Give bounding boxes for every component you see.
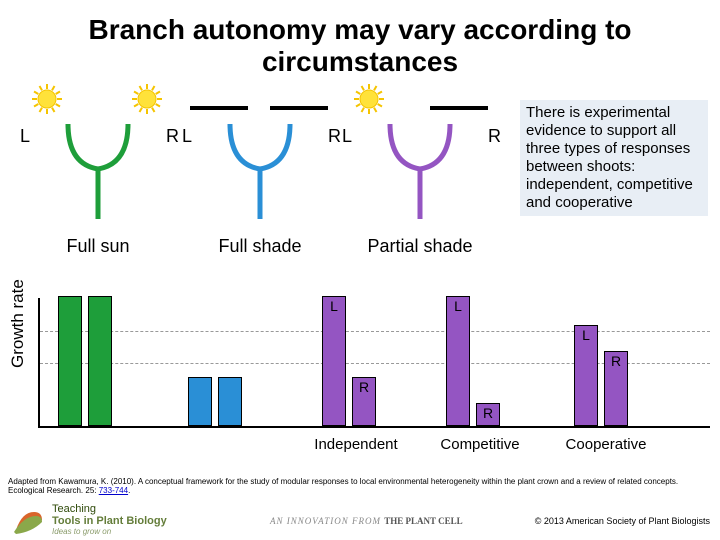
shade-bar — [270, 106, 328, 110]
plant-icon — [210, 114, 310, 224]
growth-chart: Growth rate LRLRLR IndependentCompetitiv… — [0, 298, 720, 468]
bar-label: L — [574, 327, 598, 343]
plant-2: LR Partial shade — [350, 84, 490, 234]
footer: Teaching Tools in Plant Biology Ideas to… — [0, 502, 720, 540]
leaf-icon — [12, 506, 46, 536]
l-label: L — [182, 126, 192, 147]
chart-area: LRLRLR — [38, 298, 710, 428]
gridline — [40, 331, 710, 332]
sun-icon — [354, 84, 384, 114]
innovation-text: AN INNOVATION FROM THE PLANT CELL — [270, 516, 463, 526]
plant-icon — [48, 114, 148, 224]
plant-0: LR Full sun — [28, 84, 168, 234]
shade-bar — [430, 106, 488, 110]
l-label: L — [342, 126, 352, 147]
r-label: R — [488, 126, 501, 147]
sun-icon — [132, 84, 162, 114]
citation: Adapted from Kawamura, K. (2010). A conc… — [8, 478, 712, 496]
l-label: L — [20, 126, 30, 147]
innovation-brand: THE PLANT CELL — [384, 516, 462, 526]
bar-comp-L — [446, 296, 470, 426]
y-axis-label: Growth rate — [8, 279, 28, 368]
r-label: R — [328, 126, 341, 147]
citation-link[interactable]: 733-744 — [99, 486, 128, 495]
group-label: Independent — [306, 436, 406, 453]
slide-title: Branch autonomy may vary according to ci… — [0, 0, 720, 84]
plant-1: LR Full shade — [190, 84, 330, 234]
logo-text: Teaching Tools in Plant Biology Ideas to… — [52, 504, 167, 538]
bar-fullshade-R — [218, 377, 242, 426]
bar-indep-L — [322, 296, 346, 426]
bar-label: L — [322, 298, 346, 314]
plant-caption: Full shade — [190, 236, 330, 257]
bar-fullsun-L — [58, 296, 82, 426]
r-label: R — [166, 126, 179, 147]
shade-bar — [190, 106, 248, 110]
copyright: © 2013 American Society of Plant Biologi… — [535, 516, 710, 526]
bar-fullshade-L — [188, 377, 212, 426]
evidence-text: There is experimental evidence to suppor… — [520, 100, 708, 216]
bar-fullsun-R — [88, 296, 112, 426]
plant-icon — [370, 114, 470, 224]
logo-line1: Teaching — [52, 503, 96, 515]
plant-caption: Partial shade — [350, 236, 490, 257]
innovation-prefix: AN INNOVATION FROM — [270, 516, 384, 526]
group-label: Cooperative — [556, 436, 656, 453]
plant-caption: Full sun — [28, 236, 168, 257]
bar-label: R — [604, 353, 628, 369]
bar-label: R — [476, 405, 500, 421]
logo-line3: Ideas to grow on — [52, 527, 111, 536]
bar-label: R — [352, 379, 376, 395]
sun-icon — [32, 84, 62, 114]
group-label: Competitive — [430, 436, 530, 453]
logo-line2: Tools in Plant Biology — [52, 515, 167, 527]
bar-label: L — [446, 298, 470, 314]
